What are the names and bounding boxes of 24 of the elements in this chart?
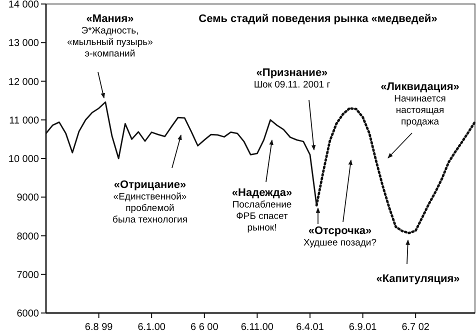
y-tick-label: 14 000 — [8, 0, 40, 10]
y-tick-label: 12 000 — [8, 76, 40, 88]
annotation: «Мания» Э*Жадность, «мыльный пузырь» э-компаний — [67, 13, 153, 60]
x-tick-label: 6.8 99 — [84, 322, 114, 333]
y-tick-label: 13 000 — [8, 38, 40, 50]
annotation: «Отсрочка» Худшее позади? — [303, 225, 377, 248]
annotation: «Отрицание» «Единственной» проблемой была технология — [112, 179, 188, 226]
y-tick-label: 7000 — [16, 270, 40, 281]
annotation: «Капитуляция» — [376, 273, 460, 285]
y-tick-label: 9000 — [16, 192, 40, 204]
annotation: «Ликвидация» Начинается настоящая продажа — [380, 81, 460, 128]
x-tick-label: 6.9.01 — [348, 322, 378, 333]
annotation: «Надежда» Послабление ФРБ спасет рынок! — [232, 187, 292, 234]
x-tick-label: 6 6 00 — [190, 322, 219, 333]
y-tick-label: 8000 — [16, 231, 40, 242]
y-tick-label: 11 000 — [9, 115, 40, 126]
x-tick-label: 6.11.00 — [240, 322, 274, 333]
x-tick-label: 6.1.00 — [138, 322, 166, 333]
text: Семь стадий поведения рынка «медведей» — [198, 13, 438, 25]
x-tick-label: 6.4.01 — [296, 322, 324, 333]
y-tick-label: 6000 — [16, 308, 40, 320]
y-tick-label: 10 000 — [8, 154, 40, 165]
annotation: «Признание» Шок 09.11. 2001 г — [254, 67, 331, 90]
x-tick-label: 6.7 02 — [402, 322, 430, 333]
